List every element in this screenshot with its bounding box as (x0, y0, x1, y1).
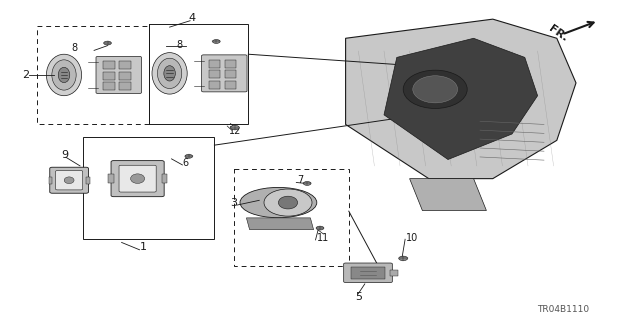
Ellipse shape (58, 67, 70, 83)
Bar (161, 174, 166, 183)
FancyBboxPatch shape (96, 56, 141, 93)
Bar (119, 82, 131, 90)
Text: 6: 6 (182, 158, 189, 168)
Bar (225, 60, 236, 68)
Text: 2: 2 (22, 70, 29, 80)
Circle shape (185, 154, 193, 158)
Bar (351, 266, 385, 279)
Bar (119, 61, 131, 69)
Circle shape (104, 41, 111, 45)
Bar (119, 72, 131, 80)
Bar (390, 270, 398, 276)
Polygon shape (410, 179, 486, 211)
Ellipse shape (164, 66, 175, 81)
FancyBboxPatch shape (119, 165, 156, 192)
Text: 1: 1 (140, 242, 147, 252)
Ellipse shape (240, 188, 317, 218)
Text: 3: 3 (230, 197, 237, 208)
Text: TR04B1110: TR04B1110 (537, 305, 589, 314)
Ellipse shape (152, 53, 188, 94)
Bar (83, 137, 214, 239)
FancyBboxPatch shape (344, 263, 392, 283)
Circle shape (303, 182, 311, 185)
Bar (37, 26, 149, 124)
Polygon shape (346, 19, 576, 179)
Ellipse shape (131, 174, 145, 183)
Text: 8: 8 (176, 40, 182, 50)
Ellipse shape (403, 70, 467, 108)
Text: 11: 11 (317, 233, 329, 243)
Text: FR.: FR. (547, 24, 570, 43)
Ellipse shape (64, 177, 74, 184)
Ellipse shape (278, 196, 298, 209)
Polygon shape (246, 218, 314, 230)
Bar (225, 81, 236, 89)
Bar (103, 72, 115, 80)
FancyBboxPatch shape (50, 167, 88, 193)
Bar (209, 81, 220, 89)
FancyBboxPatch shape (202, 55, 247, 92)
Bar (149, 24, 248, 124)
Ellipse shape (157, 58, 182, 89)
Circle shape (316, 226, 324, 230)
Bar (209, 70, 220, 78)
Ellipse shape (264, 189, 312, 216)
Bar (225, 70, 236, 78)
Circle shape (230, 125, 239, 130)
Circle shape (212, 40, 220, 43)
Bar (86, 177, 90, 184)
Ellipse shape (52, 60, 76, 90)
Text: 5: 5 (355, 292, 362, 302)
Bar (49, 177, 52, 184)
Text: 7: 7 (298, 175, 304, 185)
Bar (108, 174, 114, 183)
Bar (234, 169, 349, 266)
Text: 10: 10 (406, 233, 419, 243)
Circle shape (399, 256, 408, 261)
Bar (103, 61, 115, 69)
Bar (103, 82, 115, 90)
FancyBboxPatch shape (111, 161, 164, 197)
Text: 12: 12 (229, 126, 241, 136)
Ellipse shape (413, 76, 458, 103)
Text: 9: 9 (61, 150, 68, 160)
FancyBboxPatch shape (56, 171, 83, 190)
Text: 4: 4 (189, 12, 196, 23)
Ellipse shape (46, 54, 82, 96)
Bar (209, 60, 220, 68)
Polygon shape (384, 38, 538, 160)
Text: 8: 8 (72, 43, 78, 53)
